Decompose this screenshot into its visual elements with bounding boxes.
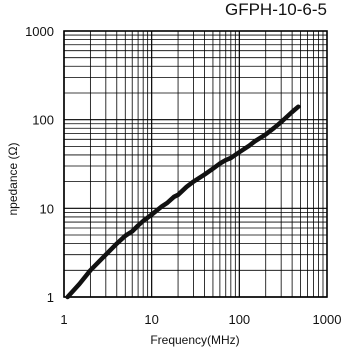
impedance-curve [65,104,301,300]
data-point [291,111,293,113]
data-point [192,180,195,183]
data-point [89,269,92,272]
x-tick-label: 100 [228,312,250,327]
data-point [280,121,282,123]
x-tick-label: 10 [144,312,158,327]
chart-title: GFPH-10-6-5 [224,0,327,19]
data-point [124,235,127,237]
data-point [185,185,188,188]
data-point [273,126,276,129]
data-point [160,205,163,208]
data-point [248,144,251,147]
data-point [253,140,256,143]
x-tick-label: 1 [60,312,67,327]
data-point [173,195,175,198]
data-point [297,105,300,108]
y-tick-label: 1 [47,290,54,305]
data-point [150,213,153,216]
x-tick-label: 1000 [313,312,342,327]
y-tick-label: 1000 [25,24,54,39]
data-point [66,296,69,298]
data-point [212,167,214,170]
data-point [131,230,134,233]
y-tick-label: 10 [40,201,54,216]
data-point [264,133,267,136]
plot-frame [63,30,328,298]
data-point [224,159,227,161]
data-point [115,242,118,245]
data-point [142,220,144,222]
x-axis-label: Frequency(MHz) [150,333,240,347]
data-point [238,151,241,153]
data-point [203,173,206,176]
data-point [219,162,221,165]
y-tick-label: 100 [32,113,54,128]
data-point [230,157,232,159]
data-point [177,194,179,196]
data-point [137,224,139,227]
data-point [78,283,81,285]
data-point [166,202,168,204]
data-point [105,253,107,256]
